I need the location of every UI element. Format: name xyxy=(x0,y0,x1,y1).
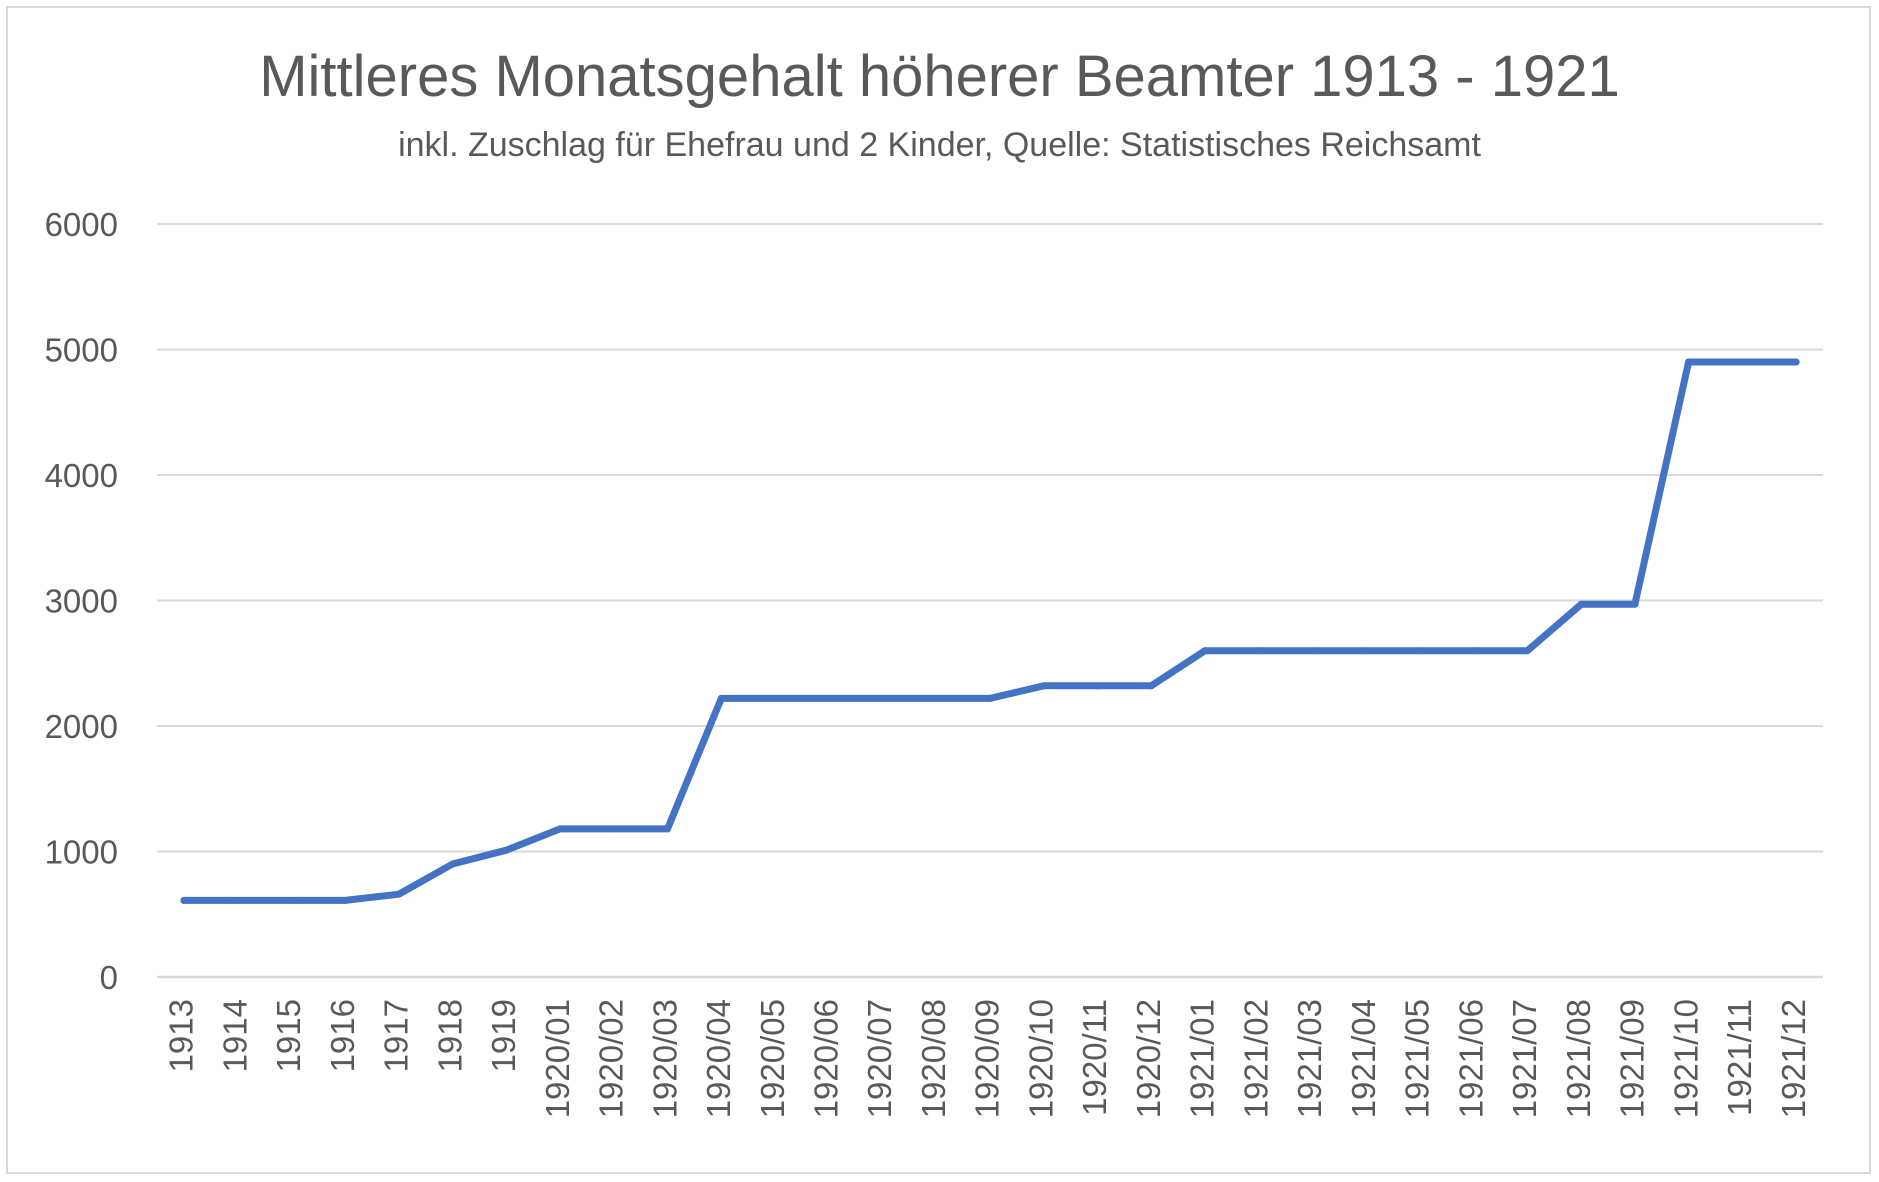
data-point xyxy=(879,694,887,702)
x-tick-label: 1920/05 xyxy=(754,999,791,1118)
x-tick-label: 1920/11 xyxy=(1076,999,1113,1116)
x-tick-label: 1921/01 xyxy=(1184,999,1221,1118)
y-tick-label: 3000 xyxy=(45,583,118,620)
x-tick-label: 1920/08 xyxy=(915,999,952,1118)
x-tick-label: 1919 xyxy=(485,999,522,1072)
data-point xyxy=(1523,647,1531,655)
data-point xyxy=(1201,647,1209,655)
data-point xyxy=(234,896,242,904)
y-tick-label: 4000 xyxy=(45,457,118,494)
x-tick-label: 1914 xyxy=(216,999,253,1072)
y-tick-label: 1000 xyxy=(45,834,118,871)
data-point xyxy=(1470,647,1478,655)
data-point xyxy=(986,694,994,702)
x-tick-label: 1921/02 xyxy=(1237,999,1274,1118)
data-point xyxy=(1631,600,1639,608)
data-point xyxy=(771,694,779,702)
data-point xyxy=(556,825,564,833)
data-point xyxy=(180,896,188,904)
data-point xyxy=(664,825,672,833)
data-point xyxy=(1147,682,1155,690)
data-point xyxy=(1792,358,1800,366)
data-point xyxy=(1093,682,1101,690)
x-tick-label: 1921/06 xyxy=(1452,999,1489,1118)
chart-title: Mittleres Monatsgehalt höherer Beamter 1… xyxy=(259,44,1620,109)
x-tick-label: 1916 xyxy=(324,999,361,1072)
data-point xyxy=(717,694,725,702)
data-point xyxy=(449,860,457,868)
x-tick-label: 1913 xyxy=(163,999,200,1072)
x-tick-label: 1920/04 xyxy=(700,999,737,1118)
data-point xyxy=(932,694,940,702)
x-tick-label: 1921/05 xyxy=(1399,999,1436,1118)
chart-subtitle: inkl. Zuschlag für Ehefrau und 2 Kinder,… xyxy=(398,126,1481,164)
data-point xyxy=(1255,647,1263,655)
x-tick-label: 1917 xyxy=(378,999,415,1072)
data-point xyxy=(1738,358,1746,366)
y-tick-label: 0 xyxy=(100,959,118,996)
x-tick-label: 1920/03 xyxy=(646,999,683,1118)
data-point xyxy=(287,896,295,904)
x-tick-label: 1921/09 xyxy=(1614,999,1651,1118)
x-tick-label: 1921/07 xyxy=(1506,999,1543,1118)
x-tick-label: 1921/12 xyxy=(1775,999,1812,1118)
gridlines xyxy=(157,223,1823,979)
x-tick-label: 1921/10 xyxy=(1667,999,1704,1118)
x-tick-label: 1920/12 xyxy=(1130,999,1167,1118)
data-point xyxy=(825,694,833,702)
data-point xyxy=(341,896,349,904)
series-line xyxy=(180,358,1800,904)
x-tick-label: 1920/06 xyxy=(807,999,844,1118)
data-point xyxy=(395,890,403,898)
x-tick-label: 1918 xyxy=(431,999,468,1072)
data-point xyxy=(610,825,618,833)
data-point xyxy=(1416,647,1424,655)
x-tick-label: 1915 xyxy=(270,999,307,1072)
chart-frame xyxy=(6,6,1871,1174)
y-tick-label: 5000 xyxy=(45,332,118,369)
x-tick-label: 1920/09 xyxy=(969,999,1006,1118)
x-axis-ticks: 1913 1914 1915 1916 1917 1918 1919 1920/01 1920/… xyxy=(163,999,1812,1118)
data-point xyxy=(1577,600,1585,608)
x-tick-label: 1920/10 xyxy=(1022,999,1059,1118)
x-tick-label: 1921/04 xyxy=(1345,999,1382,1118)
y-tick-label: 2000 xyxy=(45,708,118,745)
series-layer xyxy=(180,358,1800,904)
x-tick-label: 1920/02 xyxy=(593,999,630,1118)
x-tick-label: 1920/07 xyxy=(861,999,898,1118)
y-axis-ticks: 0 1000 2000 3000 4000 5000 6000 xyxy=(45,206,118,996)
x-tick-label: 1921/11 xyxy=(1721,999,1758,1116)
x-tick-label: 1921/03 xyxy=(1291,999,1328,1118)
y-tick-label: 6000 xyxy=(45,206,118,243)
x-tick-label: 1920/01 xyxy=(539,999,576,1118)
data-point xyxy=(1308,647,1316,655)
data-point xyxy=(502,846,510,854)
data-point xyxy=(1362,647,1370,655)
x-tick-label: 1921/08 xyxy=(1560,999,1597,1118)
data-point xyxy=(1040,682,1048,690)
data-point xyxy=(1685,358,1693,366)
